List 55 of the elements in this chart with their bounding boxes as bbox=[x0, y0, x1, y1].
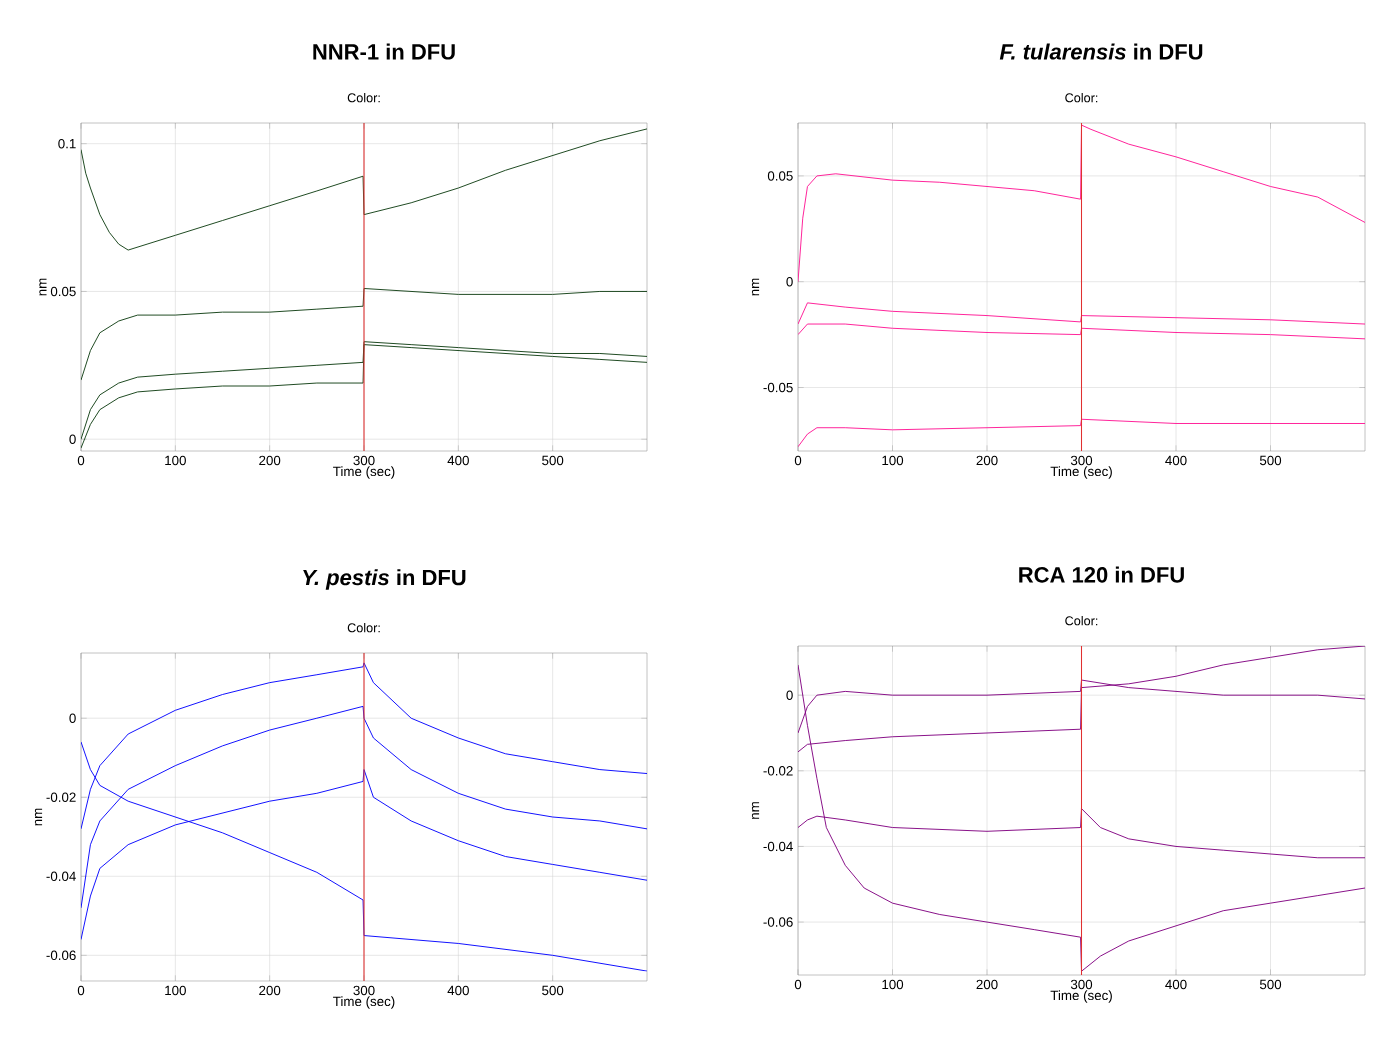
y-tick-label: -0.06 bbox=[46, 950, 76, 961]
x-tick-label: 400 bbox=[447, 985, 469, 996]
y-tick-label: 0 bbox=[786, 277, 793, 287]
x-tick-label: 100 bbox=[882, 979, 904, 990]
y-tick-label: -0.06 bbox=[763, 917, 793, 927]
x-tick-label: 200 bbox=[259, 985, 281, 996]
x-tick-label: 400 bbox=[1165, 979, 1187, 990]
x-tick-label: 300 bbox=[1070, 979, 1093, 990]
x-tick-label: 300 bbox=[353, 985, 375, 996]
y-tick-label: -0.02 bbox=[763, 766, 793, 776]
y-tick-label: 0 bbox=[786, 690, 793, 700]
x-tick-label: 100 bbox=[165, 985, 186, 996]
y-axis-title: nm bbox=[34, 808, 43, 826]
line-series bbox=[798, 323, 1366, 340]
x-axis-title: Time (sec) bbox=[333, 466, 395, 479]
chart-title: F. tularensis in DFU bbox=[999, 43, 1203, 60]
x-tick-label: 300 bbox=[353, 455, 375, 466]
chart-title: Y. pestis in DFU bbox=[303, 569, 466, 590]
x-tick-label: 0 bbox=[77, 455, 85, 466]
x-axis-title: Time (sec) bbox=[1050, 466, 1112, 479]
y-axis-title: nm bbox=[751, 802, 760, 819]
y-tick-label: 0 bbox=[69, 713, 76, 723]
x-tick-label: 500 bbox=[1259, 455, 1282, 466]
x-tick-label: 500 bbox=[542, 985, 564, 996]
y-tick-label: -0.04 bbox=[763, 841, 793, 852]
x-tick-label: 100 bbox=[165, 455, 186, 466]
y-tick-label: -0.04 bbox=[46, 871, 76, 881]
y-axis-title: nm bbox=[39, 278, 47, 296]
x-tick-label: 0 bbox=[794, 979, 802, 990]
y-tick-label: -0.05 bbox=[763, 382, 793, 393]
x-tick-label: 200 bbox=[976, 979, 998, 990]
chart-title: NNR-1 in DFU bbox=[313, 43, 455, 60]
x-tick-label: 0 bbox=[794, 455, 802, 466]
x-tick-label: 0 bbox=[77, 985, 85, 996]
x-tick-label: 500 bbox=[542, 455, 564, 466]
y-tick-label: 0 bbox=[69, 434, 76, 444]
x-tick-label: 100 bbox=[882, 455, 904, 466]
y-axis-title: nm bbox=[751, 278, 760, 296]
x-axis-title: Time (sec) bbox=[1050, 990, 1112, 1003]
chart-subtitle: Color: bbox=[1065, 616, 1098, 626]
x-tick-label: 500 bbox=[1259, 979, 1282, 990]
chart-subtitle: Color: bbox=[1065, 92, 1098, 103]
x-axis-title: Time (sec) bbox=[333, 996, 395, 1009]
y-tick-label: 0.05 bbox=[767, 171, 793, 181]
x-tick-label: 400 bbox=[447, 455, 469, 466]
x-tick-label: 200 bbox=[976, 455, 998, 466]
chart-subtitle: Color: bbox=[347, 623, 380, 633]
x-tick-label: 300 bbox=[1070, 455, 1093, 466]
x-tick-label: 400 bbox=[1165, 455, 1187, 466]
chart-title: RCA 120 in DFU bbox=[1019, 566, 1184, 583]
y-tick-label: -0.02 bbox=[46, 792, 76, 802]
y-tick-label: 0.05 bbox=[50, 286, 76, 297]
chart-subtitle: Color: bbox=[347, 92, 380, 103]
x-tick-label: 200 bbox=[259, 455, 281, 466]
y-tick-label: 0.1 bbox=[58, 138, 76, 149]
